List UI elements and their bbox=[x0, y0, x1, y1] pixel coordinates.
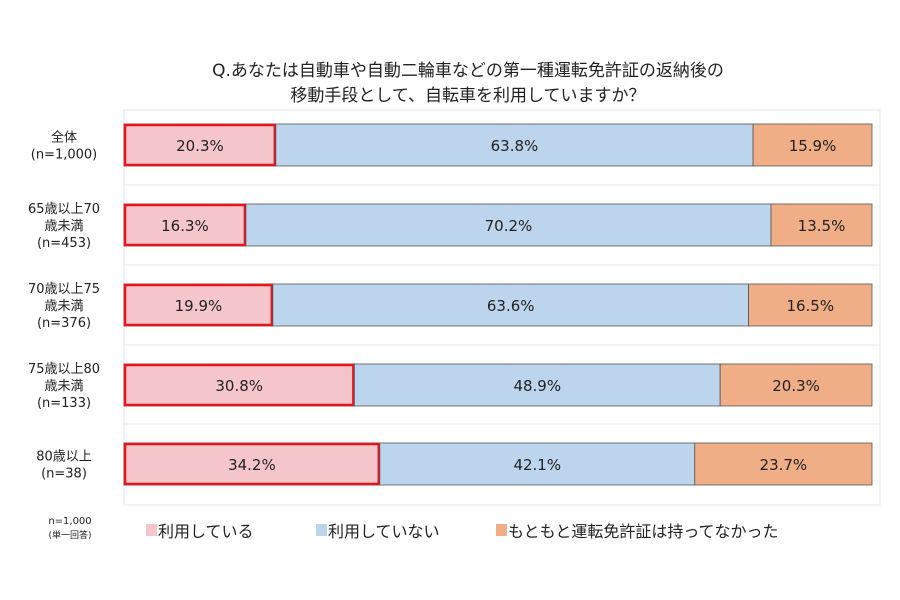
category-label: (n=1,000) bbox=[31, 148, 98, 163]
category-label: 全体 bbox=[51, 130, 77, 146]
category-label: (n=38) bbox=[41, 467, 87, 482]
data-label: 63.6% bbox=[487, 297, 535, 315]
legend-label-1: 利用している bbox=[158, 522, 254, 541]
chart-title-line-2: 移動手段として、自転車を利用していますか？ bbox=[290, 86, 645, 106]
answer-type-note: (単一回答) bbox=[48, 529, 91, 541]
bar-segment-3 bbox=[752, 123, 873, 167]
highlight-border bbox=[123, 442, 381, 486]
bar-segment-1 bbox=[123, 442, 381, 486]
data-label: 19.9% bbox=[175, 297, 223, 315]
category-label: (n=453) bbox=[37, 236, 91, 251]
bar-segment-2 bbox=[272, 283, 749, 327]
category-label: 歳未満 bbox=[44, 219, 83, 234]
data-label: 70.2% bbox=[485, 217, 533, 235]
legend-swatch-3 bbox=[496, 524, 507, 536]
bar-segment-1 bbox=[123, 283, 274, 327]
category-label: (n=376) bbox=[37, 316, 91, 331]
category-label: (n=133) bbox=[37, 396, 91, 411]
chart-title-line-1: Q.あなたは自動車や自動二輪車などの第一種運転免許証の返納後の bbox=[212, 61, 724, 81]
legend-swatch-1 bbox=[146, 524, 157, 536]
data-label: 13.5% bbox=[798, 217, 846, 235]
bar-segment-3 bbox=[770, 203, 873, 247]
category-label: 歳未満 bbox=[44, 379, 83, 394]
data-label: 15.9% bbox=[789, 137, 837, 155]
category-label: 80歳以上 bbox=[36, 450, 92, 465]
bar-segment-2 bbox=[353, 363, 721, 407]
data-label: 42.1% bbox=[513, 456, 561, 474]
bar-segment-3 bbox=[694, 442, 873, 486]
legend-label-3: もともと運転免許証は持ってなかった bbox=[508, 522, 779, 541]
bar-segment-3 bbox=[748, 283, 873, 327]
data-label: 34.2% bbox=[228, 456, 276, 474]
data-label: 20.3% bbox=[772, 377, 820, 395]
category-label: 70歳以上75 bbox=[28, 282, 100, 297]
data-label: 23.7% bbox=[760, 456, 808, 474]
category-label: 65歳以上70 bbox=[28, 202, 100, 217]
category-label: 75歳以上80 bbox=[28, 362, 100, 377]
bar-segment-3 bbox=[719, 363, 873, 407]
bar-segment-2 bbox=[275, 123, 754, 167]
legend-swatch-2 bbox=[316, 524, 327, 536]
sample-note: n=1,000 bbox=[48, 516, 91, 527]
data-label: 48.9% bbox=[513, 377, 561, 395]
data-label: 30.8% bbox=[215, 377, 263, 395]
data-label: 20.3% bbox=[176, 137, 224, 155]
highlight-border bbox=[123, 363, 355, 407]
highlight-border bbox=[123, 203, 247, 247]
highlight-border bbox=[123, 283, 274, 327]
category-label: 歳未満 bbox=[44, 299, 83, 314]
highlight-border bbox=[123, 123, 277, 167]
legend-label-2: 利用していない bbox=[328, 522, 440, 541]
data-label: 63.8% bbox=[491, 137, 539, 155]
bar-segment-2 bbox=[379, 442, 696, 486]
data-label: 16.5% bbox=[786, 297, 834, 315]
bar-segment-2 bbox=[245, 203, 772, 247]
data-label: 16.3% bbox=[161, 217, 209, 235]
